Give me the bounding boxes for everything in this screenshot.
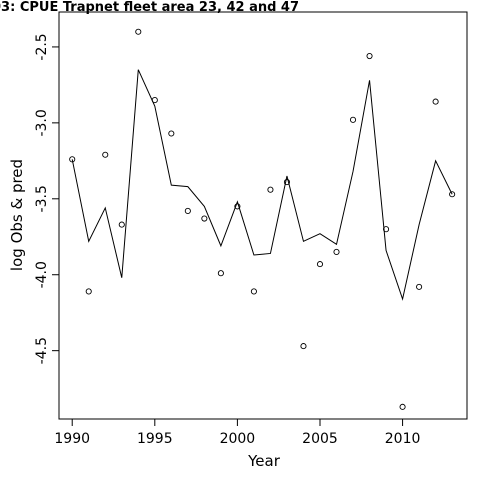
observed-point xyxy=(168,130,175,137)
y-axis-title: log Obs & pred xyxy=(8,159,26,271)
observed-point xyxy=(217,270,224,277)
observed-point xyxy=(349,116,357,123)
observed-point xyxy=(85,288,92,295)
observed-point xyxy=(234,203,241,210)
observed-point xyxy=(184,207,191,214)
x-tick-label: 2005 xyxy=(302,431,338,447)
observed-point xyxy=(151,97,158,104)
x-tick-label: 1995 xyxy=(137,431,173,447)
pred-line-layer xyxy=(71,69,453,301)
obs-points-layer xyxy=(69,28,456,410)
x-tick-label: 2000 xyxy=(220,431,256,447)
y-tick-label: -4.5 xyxy=(34,337,50,364)
x-tick-label: 2010 xyxy=(385,431,421,447)
observed-point xyxy=(201,215,208,222)
plot-frame xyxy=(58,11,468,420)
observed-point xyxy=(283,179,291,186)
observed-point xyxy=(267,186,274,193)
observed-point xyxy=(383,226,390,233)
observed-point xyxy=(416,283,423,290)
predicted-line xyxy=(71,69,453,301)
y-tick-label: -2.5 xyxy=(34,33,50,60)
observed-point xyxy=(102,151,109,158)
x-axis-title: Year xyxy=(247,452,281,470)
observed-point xyxy=(135,28,142,35)
observed-point xyxy=(69,156,76,163)
y-tick-label: -4.0 xyxy=(34,261,50,288)
observed-point xyxy=(316,261,324,268)
observed-point xyxy=(366,52,373,60)
observed-point xyxy=(449,191,456,198)
observed-point xyxy=(432,98,439,105)
y-axis: -2.5 -3.0 -3.5 -4.0 -4.5 xyxy=(34,33,60,364)
x-tick-label: 1990 xyxy=(54,431,90,447)
observed-point xyxy=(118,221,125,228)
x-axis: 1990 1995 2000 2005 2010 xyxy=(54,418,421,447)
observed-point xyxy=(399,403,406,410)
y-tick-label: -3.0 xyxy=(34,109,50,136)
observed-point xyxy=(300,343,307,350)
observed-point xyxy=(250,288,257,295)
y-tick-label: -3.5 xyxy=(34,185,50,212)
observed-point xyxy=(333,248,340,255)
chart-title: 03: CPUE Trapnet fleet area 23, 42 and 4… xyxy=(0,0,299,15)
